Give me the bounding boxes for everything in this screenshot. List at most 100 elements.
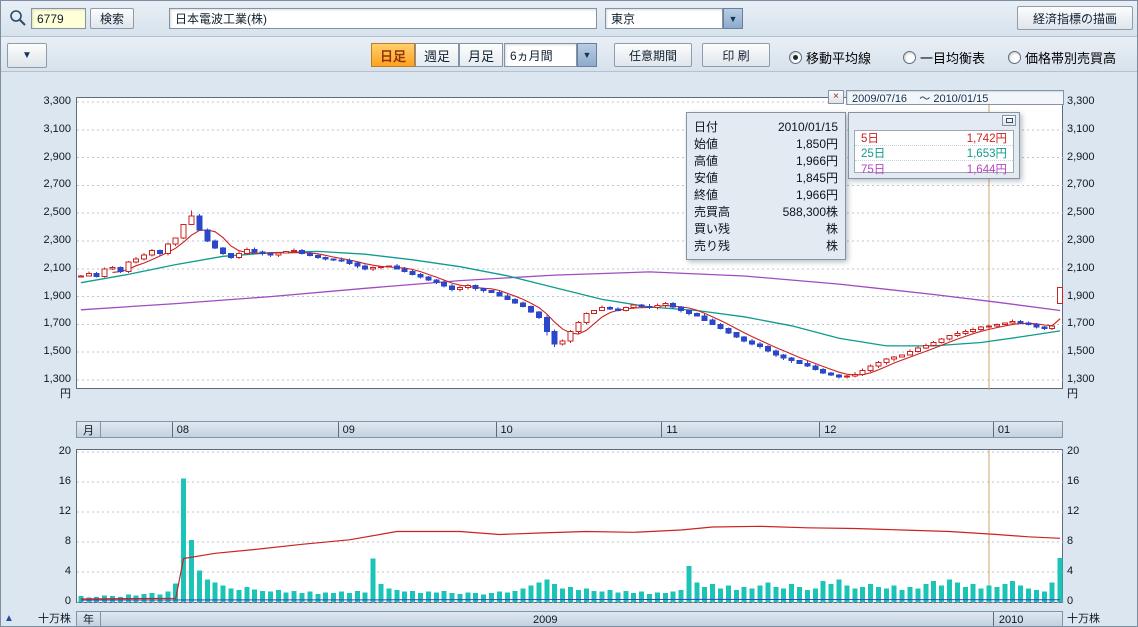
chevron-down-icon: ▼ [22,50,32,61]
month-tick [338,422,339,437]
corner-arrow-icon: ▲ [4,613,14,624]
price-axis-tick-left: 3,100 [19,122,71,136]
info-label: 安値 [694,169,718,186]
company-name-input[interactable] [169,8,597,29]
price-axis-tick-left: 2,100 [19,261,71,275]
volume-axis-tick-left: 0 [19,594,71,608]
price-axis-tick-right: 3,100 [1067,122,1095,136]
legend-value: 1,742円 [967,130,1007,146]
price-axis-tick-left: 2,500 [19,205,71,219]
chevron-down-icon[interactable]: ▼ [723,8,743,29]
stock-code-input[interactable] [31,8,86,29]
exchange-value: 東京 [605,8,723,29]
volume-axis-tick-left: 8 [19,534,71,548]
month-tick [993,422,994,437]
price-axis-tick-left: 2,900 [19,150,71,164]
close-icon: × [833,92,839,102]
info-label: 日付 [694,118,718,135]
legend-value: 1,644円 [967,161,1007,177]
radio-selected-icon [789,51,802,64]
year-axis: 年 20092010 [76,611,1063,627]
info-row: 高値 1,966円 [687,152,845,169]
month-label: 01 [998,424,1010,436]
price-unit-label-left: 円 [19,387,71,401]
info-row: 日付 2010/01/15 [687,118,845,135]
volume-axis-tick-right: 0 [1067,594,1073,608]
month-tick [819,422,820,437]
tab-daily[interactable]: 日足 [371,43,415,67]
info-value: 株 [826,237,838,254]
info-row: 売り残株 [687,237,845,254]
legend-value: 1,653円 [967,145,1007,161]
month-axis: 月 080910111201 [76,421,1063,438]
info-row: 終値 1,966円 [687,186,845,203]
info-label: 終値 [694,186,718,203]
radio-ichimoku[interactable]: 一目均衡表 [903,48,985,67]
info-value: 1,966円 [796,152,838,169]
close-button[interactable]: × [828,90,844,104]
chart-menu-dropdown-button[interactable]: ▼ [7,43,47,68]
volume-axis-tick-right: 16 [1067,474,1079,488]
volume-chart-plot[interactable] [76,449,1063,603]
month-axis-unit-cell: 月 [77,422,101,437]
info-value: 1,966円 [796,186,838,203]
info-row: 買い残株 [687,220,845,237]
info-value: 2010/01/15 [778,120,838,134]
price-unit-label-right: 円 [1067,387,1078,401]
date-range-field[interactable]: 2009/07/16 ～ 2010/01/15 [846,90,1064,105]
price-axis-tick-right: 2,700 [1067,177,1095,191]
info-label: 売買高 [694,203,730,220]
volume-axis-tick-left: 16 [19,474,71,488]
volume-axis-tick-left: 12 [19,504,71,518]
price-axis-tick-left: 3,300 [19,94,71,108]
tab-monthly[interactable]: 月足 [459,43,503,67]
month-label: 12 [824,424,836,436]
year-label: 2009 [533,614,557,626]
print-button[interactable]: 印 刷 [702,43,770,67]
volume-axis-tick-right: 8 [1067,534,1073,548]
volume-axis-tick-right: 12 [1067,504,1079,518]
radio-moving-average[interactable]: 移動平均線 [789,48,871,67]
volume-axis-tick-left: 20 [19,444,71,458]
search-button[interactable]: 検索 [90,8,134,29]
period-value: 6ヵ月間 [504,43,577,67]
price-axis-tick-left: 1,300 [19,372,71,386]
custom-period-button[interactable]: 任意期間 [614,43,692,67]
month-label: 10 [501,424,513,436]
chevron-down-icon[interactable]: ▼ [577,43,597,67]
price-axis-tick-right: 1,300 [1067,372,1095,386]
volume-chart-svg [77,450,1064,604]
price-axis-tick-right: 1,900 [1067,289,1095,303]
info-label: 始値 [694,135,718,152]
month-label: 09 [343,424,355,436]
info-value: 588,300株 [783,203,838,220]
radio-label: 一目均衡表 [920,48,985,67]
economic-indicator-button[interactable]: 経済指標の描画 [1017,6,1133,30]
radio-price-band-volume[interactable]: 価格帯別売買高 [1008,48,1116,67]
legend-label: 25日 [861,145,885,161]
radio-label: 移動平均線 [806,48,871,67]
price-info-panel: 日付2010/01/15 始値1,850円 高値1,966円 安値1,845円 … [686,112,846,260]
stock-chart-app: 検索 東京 ▼ 経済指標の描画 ▼ 日足 週足 月足 6ヵ月間 ▼ 任意期間 印… [0,0,1138,627]
legend-row-ma25: 25日 1,653円 [855,146,1013,161]
info-row: 始値1,850円 [687,135,845,152]
price-axis-tick-left: 1,700 [19,316,71,330]
info-value: 株 [826,220,838,237]
volume-unit-label-right: 十万株 [1067,612,1100,626]
price-axis-tick-left: 2,300 [19,233,71,247]
legend-row-ma75: 75日1,644円 [855,161,1013,176]
price-axis-tick-right: 1,500 [1067,344,1095,358]
period-combobox[interactable]: 6ヵ月間 ▼ [504,43,597,67]
month-tick [496,422,497,437]
minimize-button[interactable] [1002,115,1016,126]
minimize-icon [1006,118,1013,123]
year-tick [993,612,994,626]
month-tick [172,422,173,437]
price-axis-tick-right: 2,300 [1067,233,1095,247]
search-icon [6,6,30,30]
price-axis-tick-right: 1,700 [1067,316,1095,330]
price-axis-tick-right: 2,100 [1067,261,1095,275]
tab-weekly[interactable]: 週足 [415,43,459,67]
info-label: 高値 [694,152,718,169]
exchange-combobox[interactable]: 東京 ▼ [605,8,743,29]
